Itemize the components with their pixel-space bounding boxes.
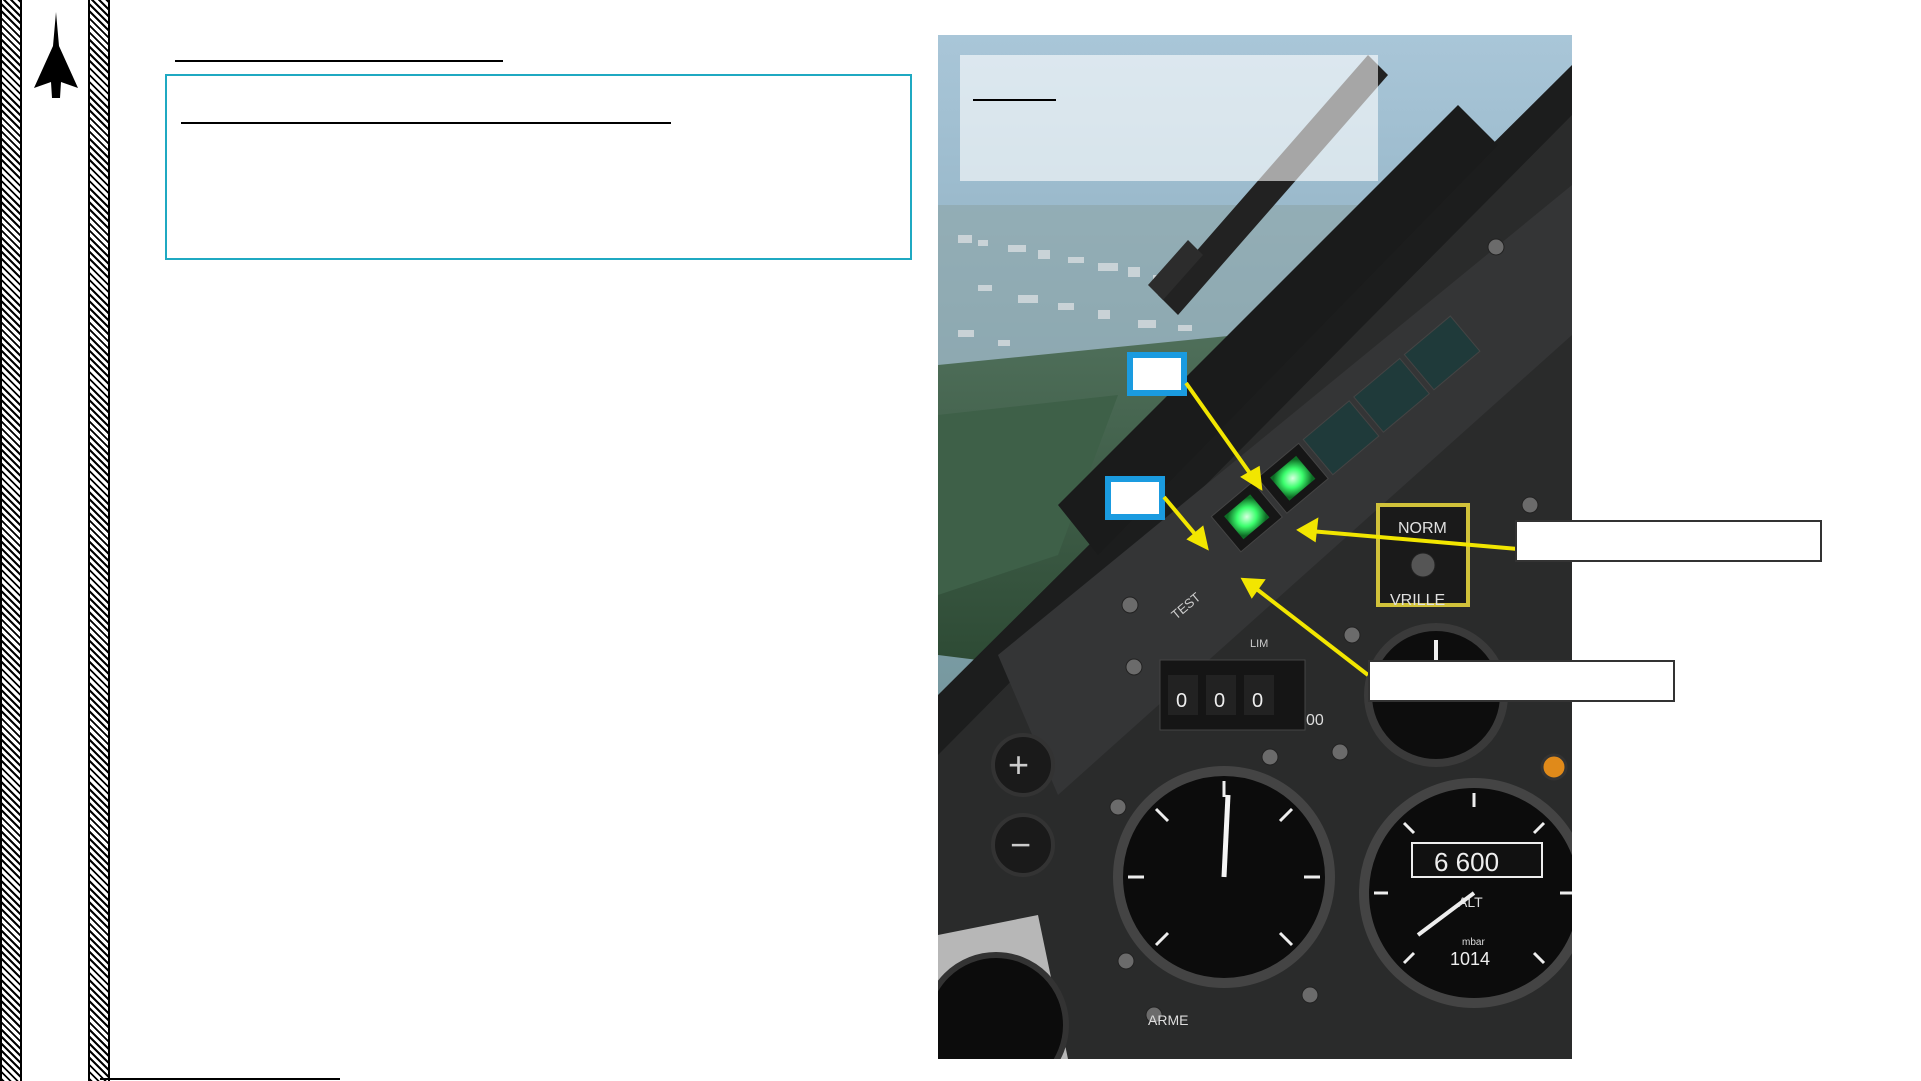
overlay-note-box xyxy=(960,55,1378,181)
info-box-body xyxy=(181,134,896,248)
callout-lower xyxy=(1368,660,1675,702)
counter-digit: 0 xyxy=(1214,690,1225,712)
jet-silhouette-icon xyxy=(34,12,78,98)
right-hatched-rail xyxy=(88,0,110,1081)
footer-rule xyxy=(100,1078,340,1080)
lim-label: LIM xyxy=(1250,638,1268,650)
minus-knob-label: − xyxy=(1010,824,1031,865)
info-box-heading xyxy=(181,86,671,124)
counter-suffix: 00 xyxy=(1306,712,1324,729)
marker-box-b xyxy=(1105,476,1165,520)
altimeter-readout: 6 600 xyxy=(1434,847,1499,877)
baro-setting: 1014 xyxy=(1450,949,1490,969)
vrille-label: VRILLE xyxy=(1390,592,1445,609)
left-hatched-rail xyxy=(0,0,22,1081)
indicator-light-a xyxy=(1224,494,1270,540)
marker-box-a xyxy=(1127,352,1187,396)
callout-upper xyxy=(1515,520,1822,562)
indicator-light-b xyxy=(1270,455,1316,501)
arme-label: ARME xyxy=(1148,1012,1188,1028)
norm-label: NORM xyxy=(1398,520,1447,537)
counter-digit: 0 xyxy=(1176,690,1187,712)
section-title xyxy=(175,30,503,62)
plus-knob-label: + xyxy=(1008,744,1029,785)
info-box xyxy=(165,74,912,260)
cockpit-image: TEST LIM NORM VRILLE 0 0 0 00 + − xyxy=(938,35,1572,1059)
mbar-label: mbar xyxy=(1462,937,1485,948)
counter-digit: 0 xyxy=(1252,690,1263,712)
